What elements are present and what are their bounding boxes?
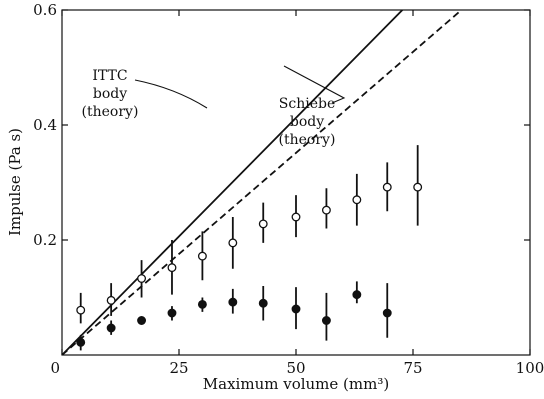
open-circle-point xyxy=(382,182,392,192)
open-circle-point xyxy=(76,305,86,315)
x-tick-label: 50 xyxy=(286,359,305,377)
annotations: ITTC body (theory) Schiebe body (theory) xyxy=(82,65,346,148)
schiebe-label-line-1: Schiebe xyxy=(279,96,335,112)
filled-circle-point xyxy=(228,297,238,307)
open-circle-point xyxy=(291,212,301,222)
schiebe-label-line-3: (theory) xyxy=(279,132,336,148)
filled-circle-point xyxy=(321,316,331,325)
schiebe-theory-line xyxy=(62,10,463,355)
filled-circle-point xyxy=(197,299,207,309)
x-tick-label: 25 xyxy=(169,359,188,377)
filled-circle-point xyxy=(382,308,392,318)
open-circle-point xyxy=(197,251,207,261)
y-axis-label: Impulse (Pa s) xyxy=(6,128,24,236)
ittc-label-line-3: (theory) xyxy=(82,104,139,120)
open-circle-point xyxy=(137,274,147,283)
open-circle-point xyxy=(352,195,362,205)
open-circle-point xyxy=(228,238,238,248)
open-circle-point xyxy=(258,219,268,229)
filled-circle-point xyxy=(167,308,177,318)
open-circle-point xyxy=(321,205,331,215)
ittc-label-line-2: body xyxy=(93,86,127,102)
schiebe-label-line-2: body xyxy=(290,114,324,130)
ittc-label-line-1: ITTC xyxy=(92,68,127,84)
filled-circle-point xyxy=(137,316,147,325)
schiebe-leader-line xyxy=(283,65,346,104)
x-axis-label: Maximum volume (mm³) xyxy=(203,375,389,393)
open-circle-point xyxy=(106,295,116,305)
y-tick-label: 0.2 xyxy=(33,231,57,249)
y-axis: 0.2 0.4 0.6 xyxy=(33,1,530,249)
x-axis: 0 25 50 75 100 xyxy=(50,10,544,377)
y-tick-label: 0.6 xyxy=(33,1,57,19)
ittc-leader-line xyxy=(134,79,208,109)
data-points xyxy=(76,145,423,351)
x-tick-label: 100 xyxy=(516,359,544,377)
filled-circle-point xyxy=(352,290,362,300)
open-circle-point xyxy=(167,263,177,273)
y-tick-label: 0.4 xyxy=(33,116,57,134)
x-tick-label: 0 xyxy=(50,359,60,377)
filled-circle-point xyxy=(291,304,301,314)
open-circle-point xyxy=(413,182,423,192)
filled-circle-point xyxy=(76,337,86,347)
filled-circle-point xyxy=(106,323,116,333)
x-tick-label: 75 xyxy=(403,359,422,377)
filled-circle-point xyxy=(258,298,268,308)
